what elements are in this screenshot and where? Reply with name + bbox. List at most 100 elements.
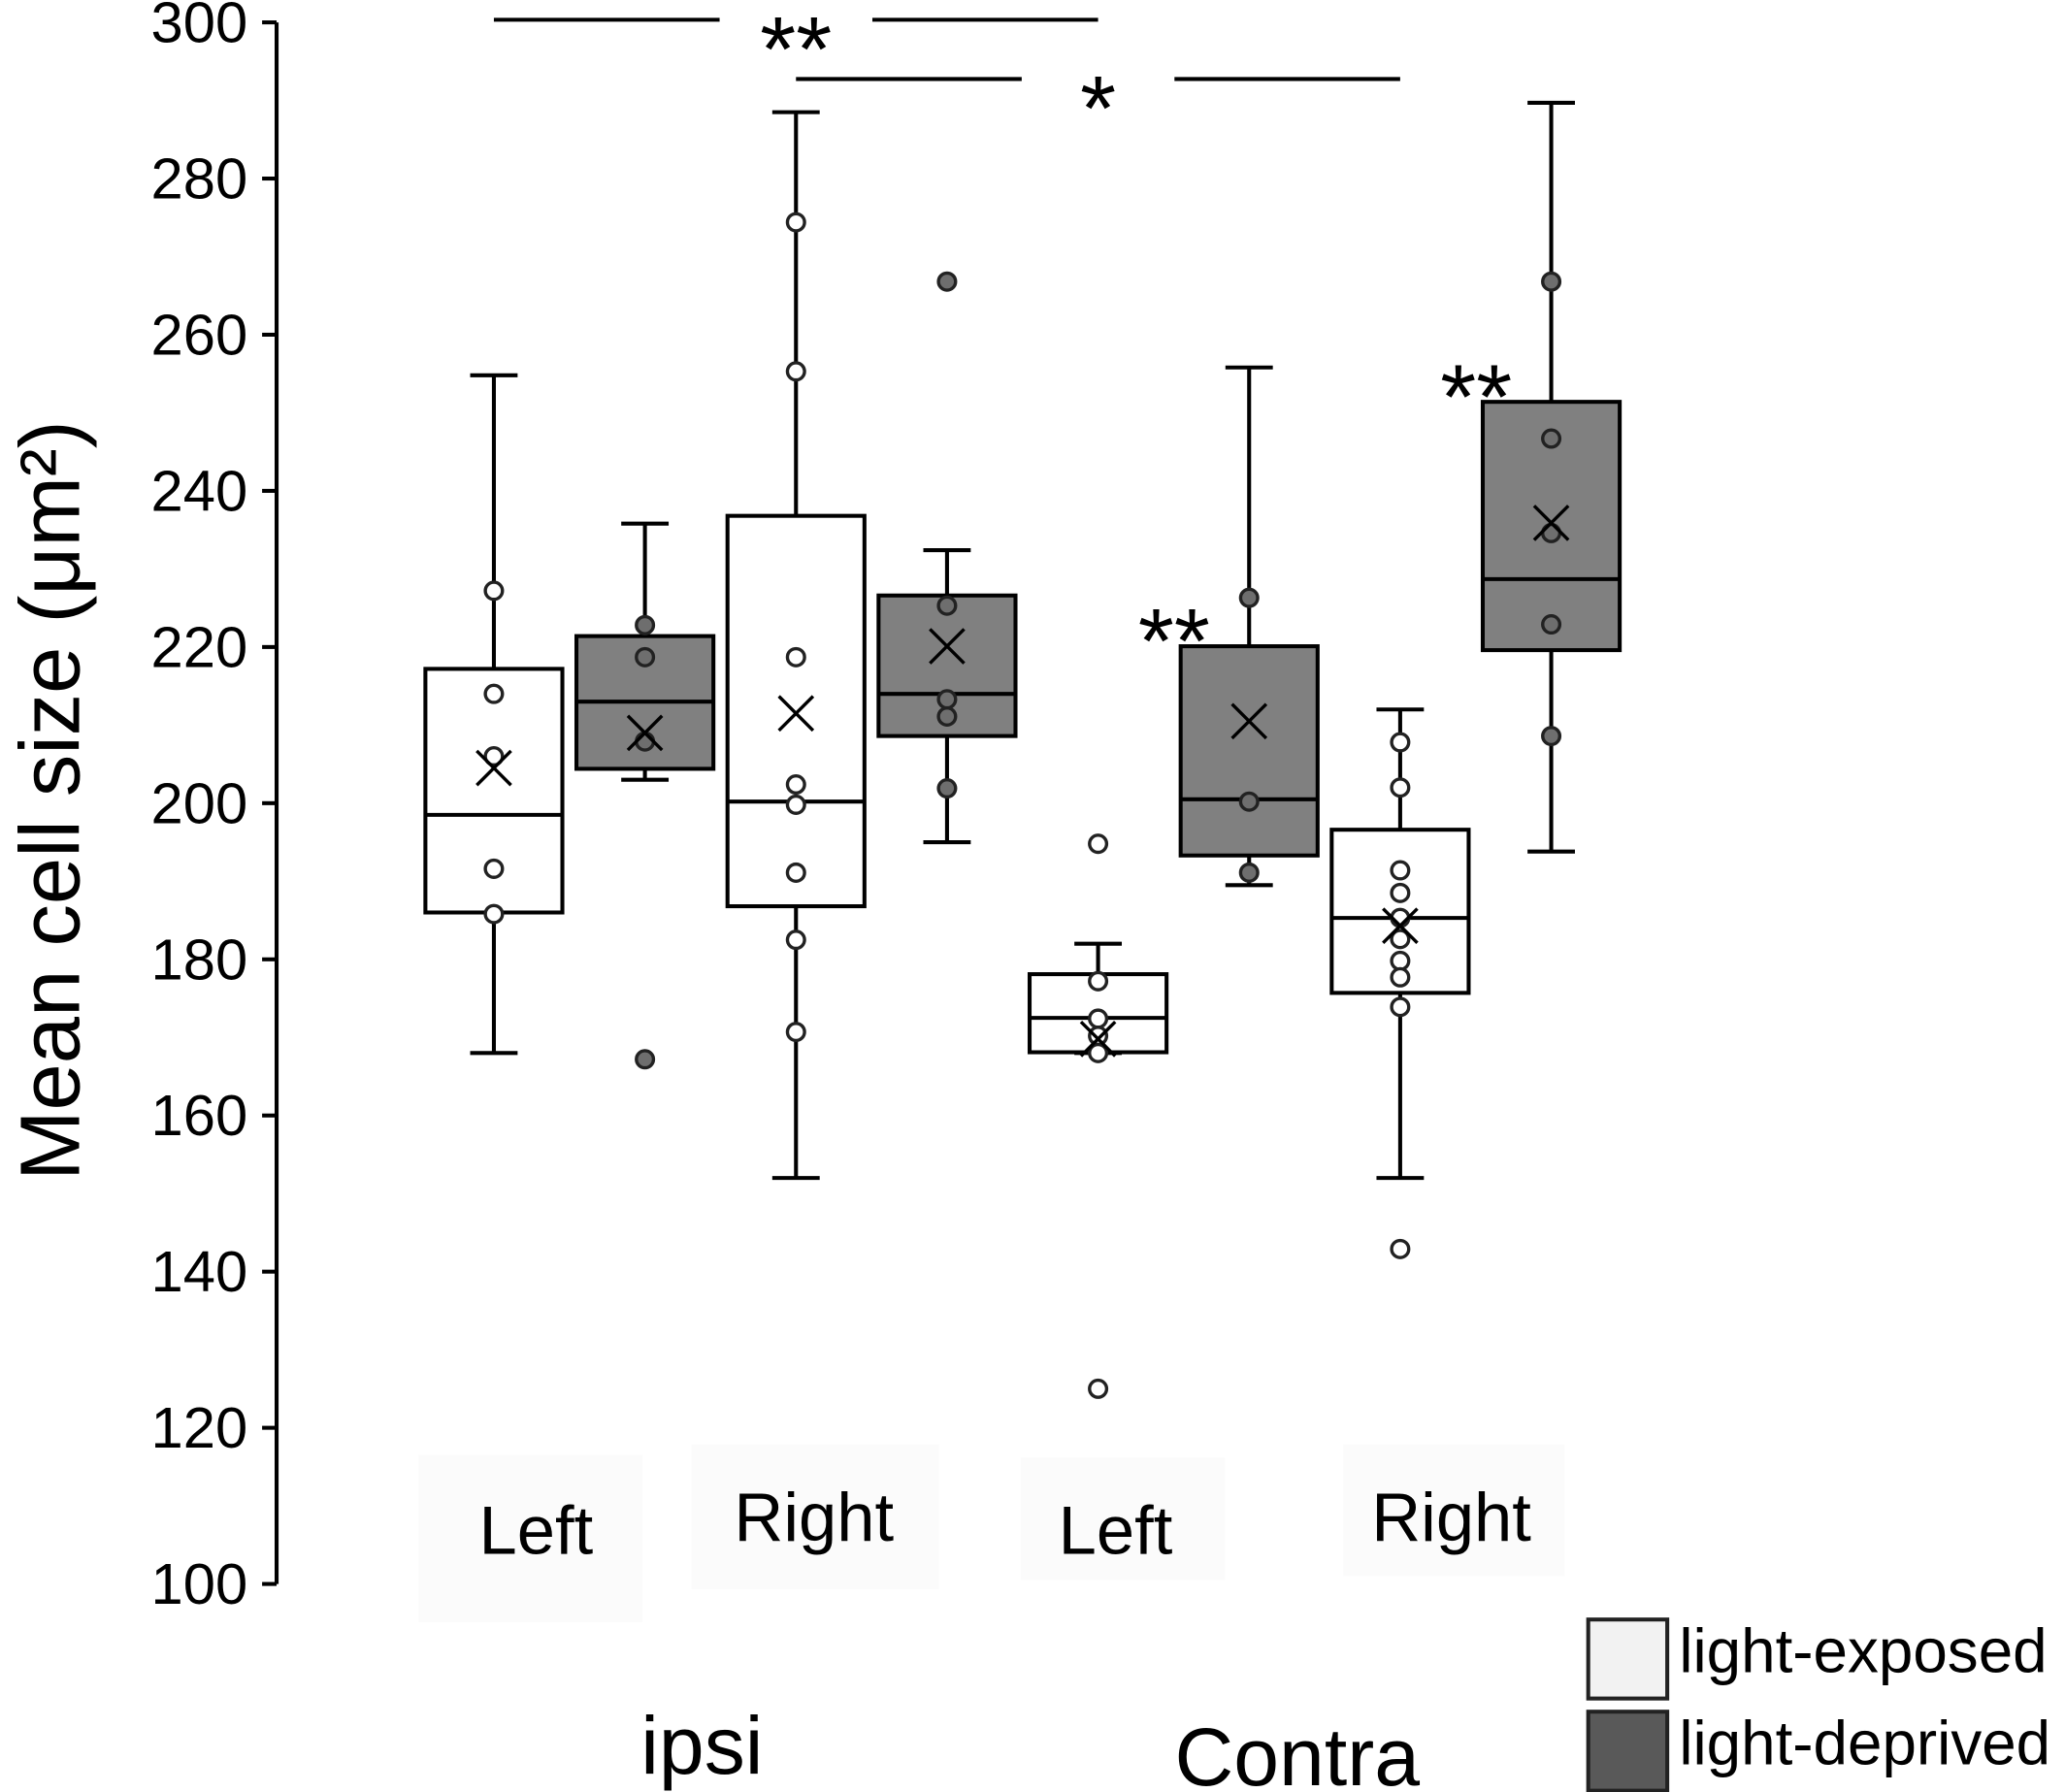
significance-label: ** xyxy=(1138,590,1210,693)
outlier-point xyxy=(635,1049,656,1070)
y-tick-label: 120 xyxy=(151,1395,248,1460)
data-point xyxy=(785,646,806,668)
box-contra-right-light-exposed xyxy=(1329,707,1471,1259)
x-tick-label: Right xyxy=(734,1479,894,1555)
data-point xyxy=(1390,966,1411,988)
significance-label: ** xyxy=(1440,345,1512,448)
data-point xyxy=(1088,1026,1109,1047)
data-point xyxy=(785,361,806,382)
mean-marker xyxy=(777,695,815,733)
data-point xyxy=(1390,996,1411,1018)
box-rect xyxy=(725,513,867,909)
significance-label: * xyxy=(1080,57,1116,160)
y-tick-label: 260 xyxy=(151,302,248,367)
x-tick-label: Right xyxy=(1371,1479,1531,1555)
data-point xyxy=(1390,929,1411,950)
y-tick-label: 160 xyxy=(151,1083,248,1148)
data-point xyxy=(936,705,958,728)
box-ipsi-left-light-exposed xyxy=(423,373,565,1056)
data-point xyxy=(1238,862,1260,883)
group-label: ipsi xyxy=(640,1700,763,1791)
y-tick-label: 220 xyxy=(151,614,248,679)
x-tick-label: Left xyxy=(1059,1491,1173,1568)
label-backdrop xyxy=(418,1454,643,1622)
data-point xyxy=(785,1022,806,1043)
data-point xyxy=(785,212,806,233)
data-point xyxy=(1088,1042,1109,1063)
data-point xyxy=(1390,732,1411,753)
data-point xyxy=(1541,428,1562,449)
y-tick-label: 180 xyxy=(151,927,248,992)
mean-marker xyxy=(1230,702,1268,740)
label-backdrop xyxy=(1343,1444,1565,1577)
mean-marker xyxy=(1532,505,1570,541)
x-tick-labels: Left Right Left Right xyxy=(479,1479,1532,1569)
data-point xyxy=(1238,791,1260,812)
label-backdrop xyxy=(691,1444,939,1590)
label-backdrops xyxy=(418,1444,1565,1622)
outlier-point xyxy=(1088,833,1109,855)
x-tick-label: Left xyxy=(479,1491,594,1568)
box-contra-left-light-exposed xyxy=(1027,833,1169,1399)
data-point xyxy=(1390,777,1411,798)
data-point xyxy=(483,683,505,704)
data-point xyxy=(483,746,505,767)
box-rect xyxy=(1178,644,1320,858)
y-tick-label: 140 xyxy=(151,1239,248,1304)
significance-label: ** xyxy=(760,0,832,101)
data-point xyxy=(936,689,958,710)
data-point xyxy=(936,778,958,799)
data-point xyxy=(635,614,656,635)
data-point xyxy=(1238,587,1260,608)
group-labels: ipsi Contra xyxy=(640,1700,1420,1792)
data-point xyxy=(483,858,505,879)
y-tick-label: 200 xyxy=(151,770,248,835)
legend-label: light-exposed xyxy=(1679,1616,2047,1686)
mean-marker xyxy=(929,628,966,665)
box-contra-left-light-deprived xyxy=(1178,365,1320,888)
box-ipsi-right-light-exposed xyxy=(725,110,867,1181)
label-backdrop xyxy=(1020,1457,1226,1580)
data-point xyxy=(1541,271,1562,292)
data-point xyxy=(1541,614,1562,635)
y-tick-label: 280 xyxy=(151,147,248,212)
y-axis: 100 120 140 160 180 200 220 240 260 280 300 xyxy=(151,0,279,1616)
data-point xyxy=(483,903,505,925)
data-point xyxy=(936,595,958,616)
data-point xyxy=(1088,970,1109,992)
outlier-point xyxy=(1390,1238,1411,1259)
mean-marker xyxy=(475,749,512,787)
y-tick-label: 300 xyxy=(151,0,248,55)
y-tick-label: 240 xyxy=(151,458,248,523)
box-plots xyxy=(423,100,1622,1399)
mean-marker xyxy=(626,714,664,752)
data-point xyxy=(785,794,806,815)
y-axis-label: Mean cell size (μm²) xyxy=(3,420,97,1181)
data-point xyxy=(785,773,806,796)
data-point xyxy=(1390,860,1411,881)
data-point xyxy=(635,731,656,752)
data-point xyxy=(1541,726,1562,747)
data-point xyxy=(635,646,656,668)
data-point xyxy=(785,929,806,951)
data-point xyxy=(785,862,806,883)
y-tick-label: 100 xyxy=(151,1551,248,1616)
mean-marker xyxy=(1382,907,1419,945)
box-rect xyxy=(876,593,1018,738)
data-point xyxy=(1088,1008,1109,1029)
data-point xyxy=(1390,882,1411,903)
data-point xyxy=(1390,950,1411,971)
legend: light-exposed light-deprived xyxy=(1586,1616,2050,1792)
legend-swatch-light-exposed xyxy=(1586,1617,1670,1701)
box-contra-right-light-deprived xyxy=(1480,100,1622,854)
legend-swatch-light-deprived xyxy=(1586,1710,1670,1792)
group-label: Contra xyxy=(1175,1711,1421,1792)
outlier-point xyxy=(936,271,958,292)
outlier-point xyxy=(1088,1378,1109,1399)
box-ipsi-right-light-deprived xyxy=(876,271,1018,845)
significance-annotations: ******* xyxy=(493,0,1512,693)
data-point xyxy=(483,580,505,602)
box-ipsi-left-light-deprived xyxy=(574,521,716,1070)
